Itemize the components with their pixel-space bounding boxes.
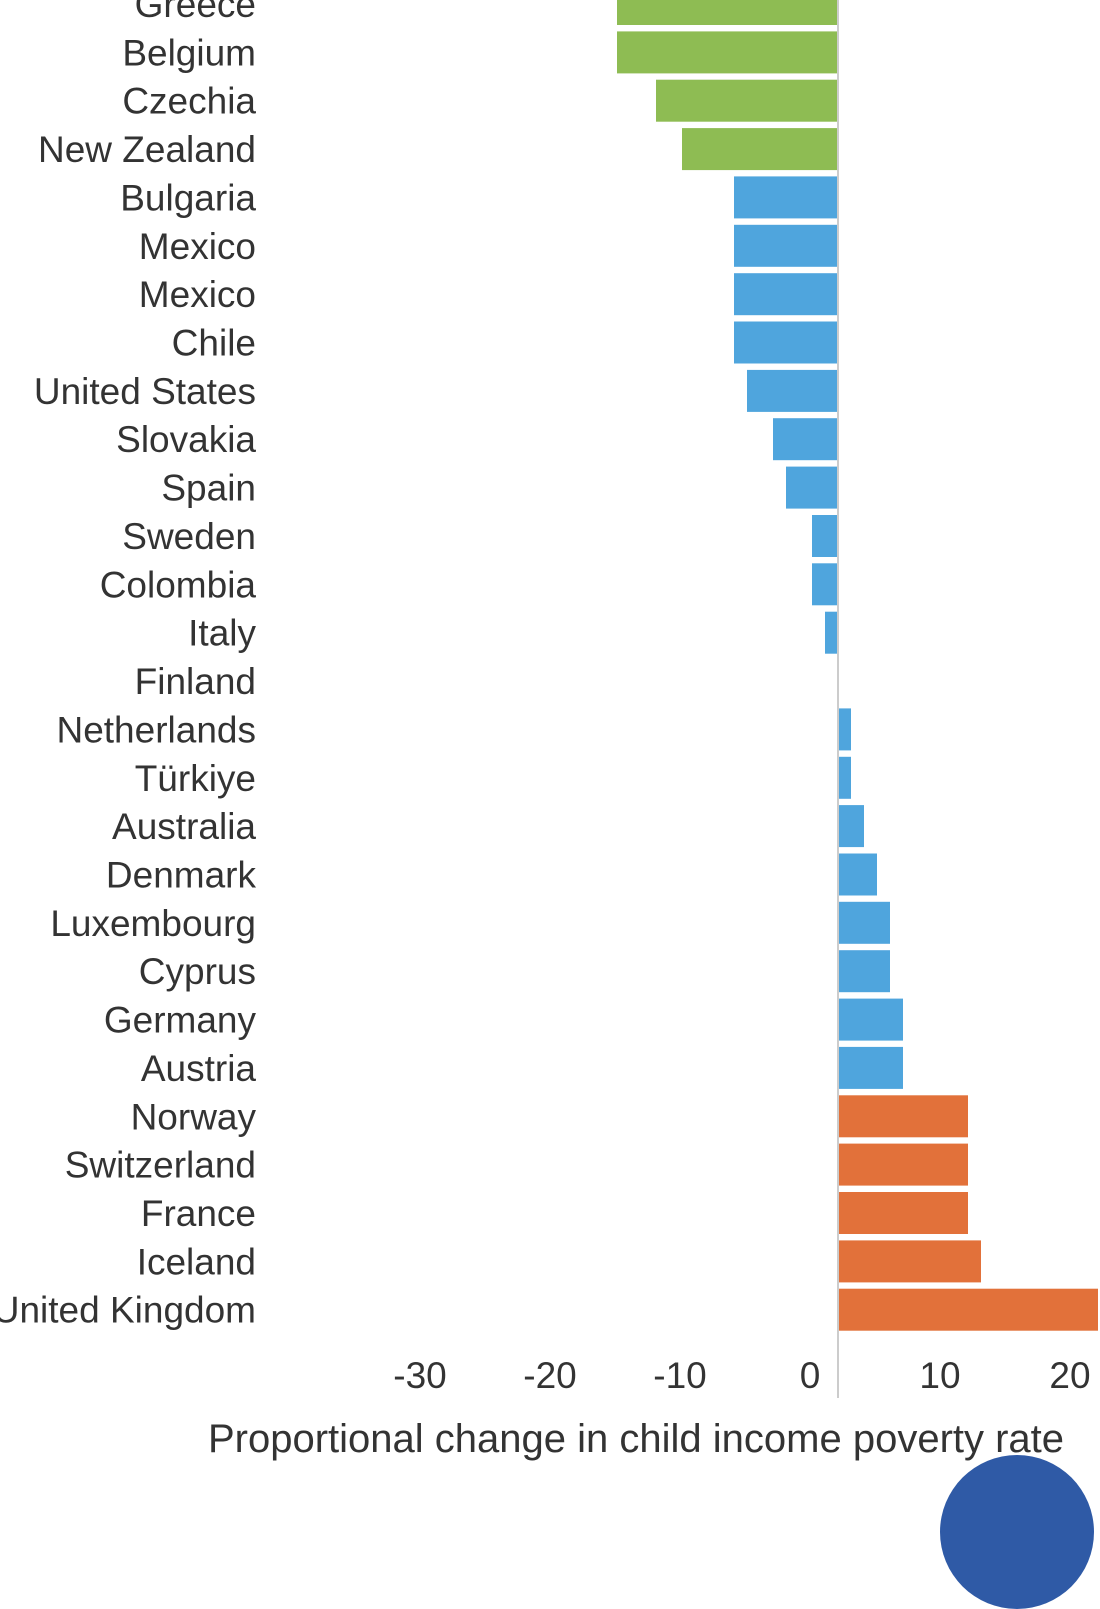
category-label: Mexico	[139, 274, 256, 315]
category-label: Belgium	[122, 32, 256, 73]
x-tick-label: -30	[393, 1355, 446, 1396]
bar-spain	[786, 466, 838, 509]
bar-luxembourg	[838, 901, 890, 944]
category-label: Switzerland	[65, 1145, 256, 1186]
category-label: Iceland	[137, 1241, 256, 1282]
category-label: Sweden	[122, 516, 256, 557]
category-label: New Zealand	[38, 129, 256, 170]
bar-iceland	[838, 1240, 981, 1283]
category-label: Mexico	[139, 226, 256, 267]
bar-sweden	[812, 515, 838, 557]
bars-group	[617, 0, 1098, 1331]
bar-chart: Greece Belgium Czechia New Zealand Bulgaria M…	[0, 0, 1098, 1461]
category-label: United Kingdom	[0, 1290, 256, 1331]
category-label: Bulgaria	[120, 177, 256, 218]
bar-united-states	[747, 369, 838, 412]
bar-mexico	[734, 273, 838, 316]
x-tick-label: 10	[919, 1355, 960, 1396]
category-label: Denmark	[106, 855, 257, 896]
category-labels: Greece Belgium Czechia New Zealand Bulgaria M…	[0, 0, 256, 1331]
x-tick-label: 20	[1049, 1355, 1090, 1396]
bar-australia	[838, 805, 864, 848]
category-label: Australia	[112, 806, 256, 847]
category-label: Cyprus	[139, 951, 256, 992]
category-label: Norway	[131, 1096, 257, 1137]
category-label: Colombia	[100, 564, 257, 605]
bar-t-rkiye	[838, 756, 851, 799]
bar-switzerland	[838, 1143, 968, 1186]
category-label: Türkiye	[135, 758, 256, 799]
x-tick-label: -10	[653, 1355, 706, 1396]
floating-action-button[interactable]	[940, 1455, 1094, 1609]
bar-bulgaria	[734, 176, 838, 219]
bar-slovakia	[773, 418, 838, 461]
bar-colombia	[812, 563, 838, 606]
bar-czechia	[656, 79, 838, 122]
bar-norway	[838, 1095, 968, 1138]
category-label: Germany	[104, 1000, 257, 1041]
category-label: Slovakia	[116, 419, 256, 460]
bar-germany	[838, 998, 903, 1041]
bar-netherlands	[838, 708, 851, 751]
category-label: Netherlands	[56, 709, 256, 750]
category-label: Czechia	[122, 81, 256, 122]
bar-new-zealand	[682, 128, 838, 171]
bar-greece	[617, 0, 838, 25]
category-label: Finland	[135, 661, 256, 702]
category-label: Austria	[141, 1048, 257, 1089]
x-tick-label: -20	[523, 1355, 576, 1396]
bar-chile	[734, 321, 838, 364]
bar-italy	[825, 611, 838, 654]
bar-united-kingdom	[838, 1288, 1098, 1331]
category-label: Italy	[188, 613, 256, 654]
category-label: France	[141, 1193, 256, 1234]
category-label: Chile	[172, 323, 256, 364]
category-label: Luxembourg	[50, 903, 256, 944]
bar-cyprus	[838, 950, 890, 993]
category-label: United States	[34, 371, 256, 412]
x-tick-label: 0	[800, 1355, 821, 1396]
bar-denmark	[838, 853, 877, 896]
x-tick-labels: -30 -20 -10 0 10 20	[393, 1355, 1090, 1396]
bar-mexico	[734, 224, 838, 267]
bar-austria	[838, 1046, 903, 1089]
x-axis-title: Proportional change in child income pove…	[208, 1417, 1064, 1461]
chart-svg: Greece Belgium Czechia New Zealand Bulgaria M…	[0, 0, 1098, 1461]
bar-france	[838, 1192, 968, 1234]
category-label: Spain	[161, 468, 256, 509]
bar-belgium	[617, 31, 838, 74]
category-label: Greece	[135, 0, 256, 25]
